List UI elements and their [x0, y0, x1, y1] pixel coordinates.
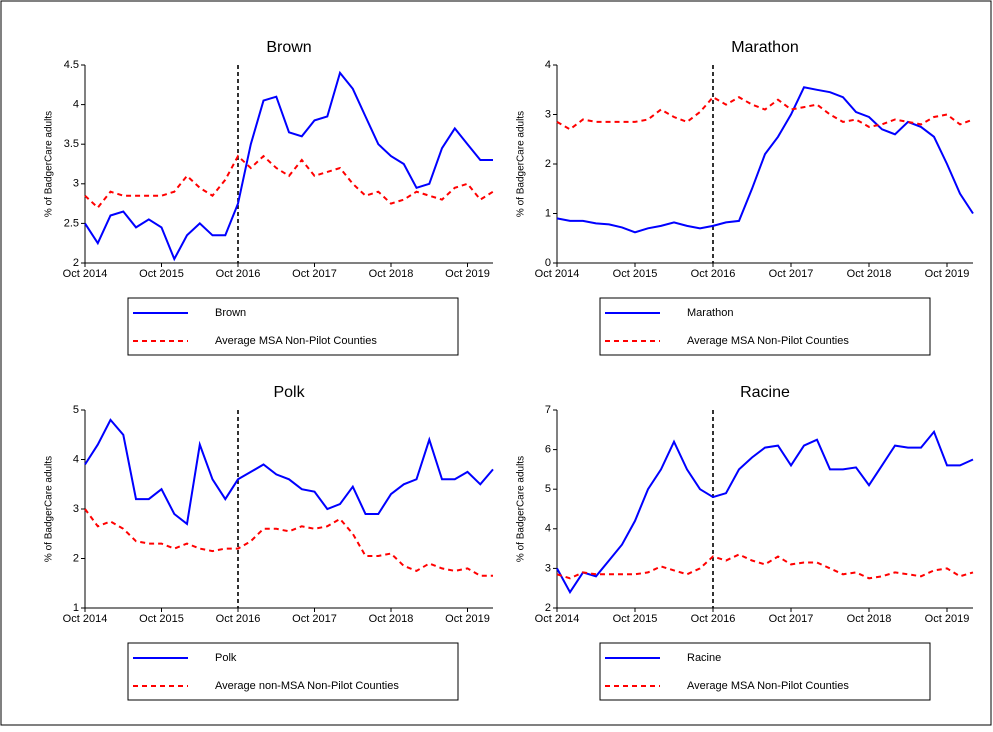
legend-label: Marathon — [687, 307, 733, 319]
y-tick-label: 3.5 — [64, 138, 79, 150]
y-tick-label: 1 — [73, 602, 79, 614]
x-tick-label: Oct 2015 — [139, 613, 184, 625]
x-tick-label: Oct 2015 — [139, 268, 184, 280]
series-line — [84, 70, 493, 262]
y-tick-label: 2 — [545, 158, 551, 170]
y-tick-label: 2 — [73, 552, 79, 564]
legend-box — [127, 297, 459, 356]
legend-label: Average non-MSA Non-Pilot Counties — [215, 680, 399, 692]
legend-box — [599, 642, 931, 701]
series-line — [556, 553, 974, 580]
x-tick-label: Oct 2017 — [292, 268, 337, 280]
y-tick-label: 4 — [73, 99, 79, 111]
y-axis-label: % of BadgerCare adults — [516, 456, 527, 562]
series-line — [556, 429, 974, 595]
y-tick-label: 3 — [545, 562, 551, 574]
legend-box — [599, 297, 931, 356]
legend-label: Racine — [687, 652, 721, 664]
x-tick-label: Oct 2017 — [292, 613, 337, 625]
x-tick-label: Oct 2017 — [769, 613, 814, 625]
x-tick-label: Oct 2018 — [847, 268, 892, 280]
y-tick-label: 4 — [73, 453, 79, 465]
x-tick-label: Oct 2019 — [445, 613, 490, 625]
x-tick-label: Oct 2019 — [925, 613, 970, 625]
y-tick-label: 3 — [545, 108, 551, 120]
y-tick-label: 4 — [545, 523, 551, 535]
chart-title: Racine — [740, 384, 790, 401]
series-line — [84, 154, 494, 210]
legend-label: Average MSA Non-Pilot Counties — [687, 335, 849, 347]
y-tick-label: 2.5 — [64, 217, 79, 229]
y-tick-label: 3 — [73, 503, 79, 515]
y-tick-label: 1 — [545, 207, 551, 219]
x-tick-label: Oct 2015 — [613, 613, 658, 625]
x-tick-label: Oct 2014 — [63, 613, 108, 625]
x-tick-label: Oct 2014 — [535, 613, 580, 625]
x-tick-label: Oct 2015 — [613, 268, 658, 280]
x-tick-label: Oct 2014 — [63, 268, 108, 280]
y-axis-label: % of BadgerCare adults — [44, 456, 55, 562]
chart-title: Marathon — [731, 39, 799, 56]
y-tick-label: 7 — [545, 404, 551, 416]
series-line — [84, 508, 493, 577]
x-tick-label: Oct 2018 — [369, 613, 414, 625]
x-tick-label: Oct 2018 — [369, 268, 414, 280]
x-tick-label: Oct 2016 — [216, 613, 261, 625]
x-tick-label: Oct 2014 — [535, 268, 580, 280]
x-tick-label: Oct 2017 — [769, 268, 814, 280]
series-line — [556, 86, 974, 234]
y-axis-label: % of BadgerCare adults — [44, 111, 55, 217]
x-tick-label: Oct 2019 — [925, 268, 970, 280]
legend-label: Average MSA Non-Pilot Counties — [215, 335, 377, 347]
y-tick-label: 3 — [73, 178, 79, 190]
y-tick-label: 5 — [545, 483, 551, 495]
legend-label: Average MSA Non-Pilot Counties — [687, 680, 849, 692]
x-tick-label: Oct 2016 — [691, 613, 736, 625]
y-tick-label: 5 — [73, 404, 79, 416]
x-tick-label: Oct 2016 — [216, 268, 261, 280]
y-tick-label: 4.5 — [64, 59, 79, 71]
legend-label: Brown — [215, 307, 246, 319]
y-tick-label: 2 — [545, 602, 551, 614]
series-line — [556, 95, 974, 131]
y-tick-label: 0 — [545, 257, 551, 269]
y-tick-label: 4 — [545, 59, 551, 71]
y-tick-label: 6 — [545, 444, 551, 456]
legend-box — [127, 642, 459, 701]
series-line — [84, 418, 494, 526]
chart-title: Polk — [273, 384, 305, 401]
x-tick-label: Oct 2019 — [445, 268, 490, 280]
chart-title: Brown — [266, 39, 311, 56]
legend-label: Polk — [215, 652, 237, 664]
y-axis-label: % of BadgerCare adults — [516, 111, 527, 217]
x-tick-label: Oct 2016 — [691, 268, 736, 280]
y-tick-label: 2 — [73, 257, 79, 269]
x-tick-label: Oct 2018 — [847, 613, 892, 625]
